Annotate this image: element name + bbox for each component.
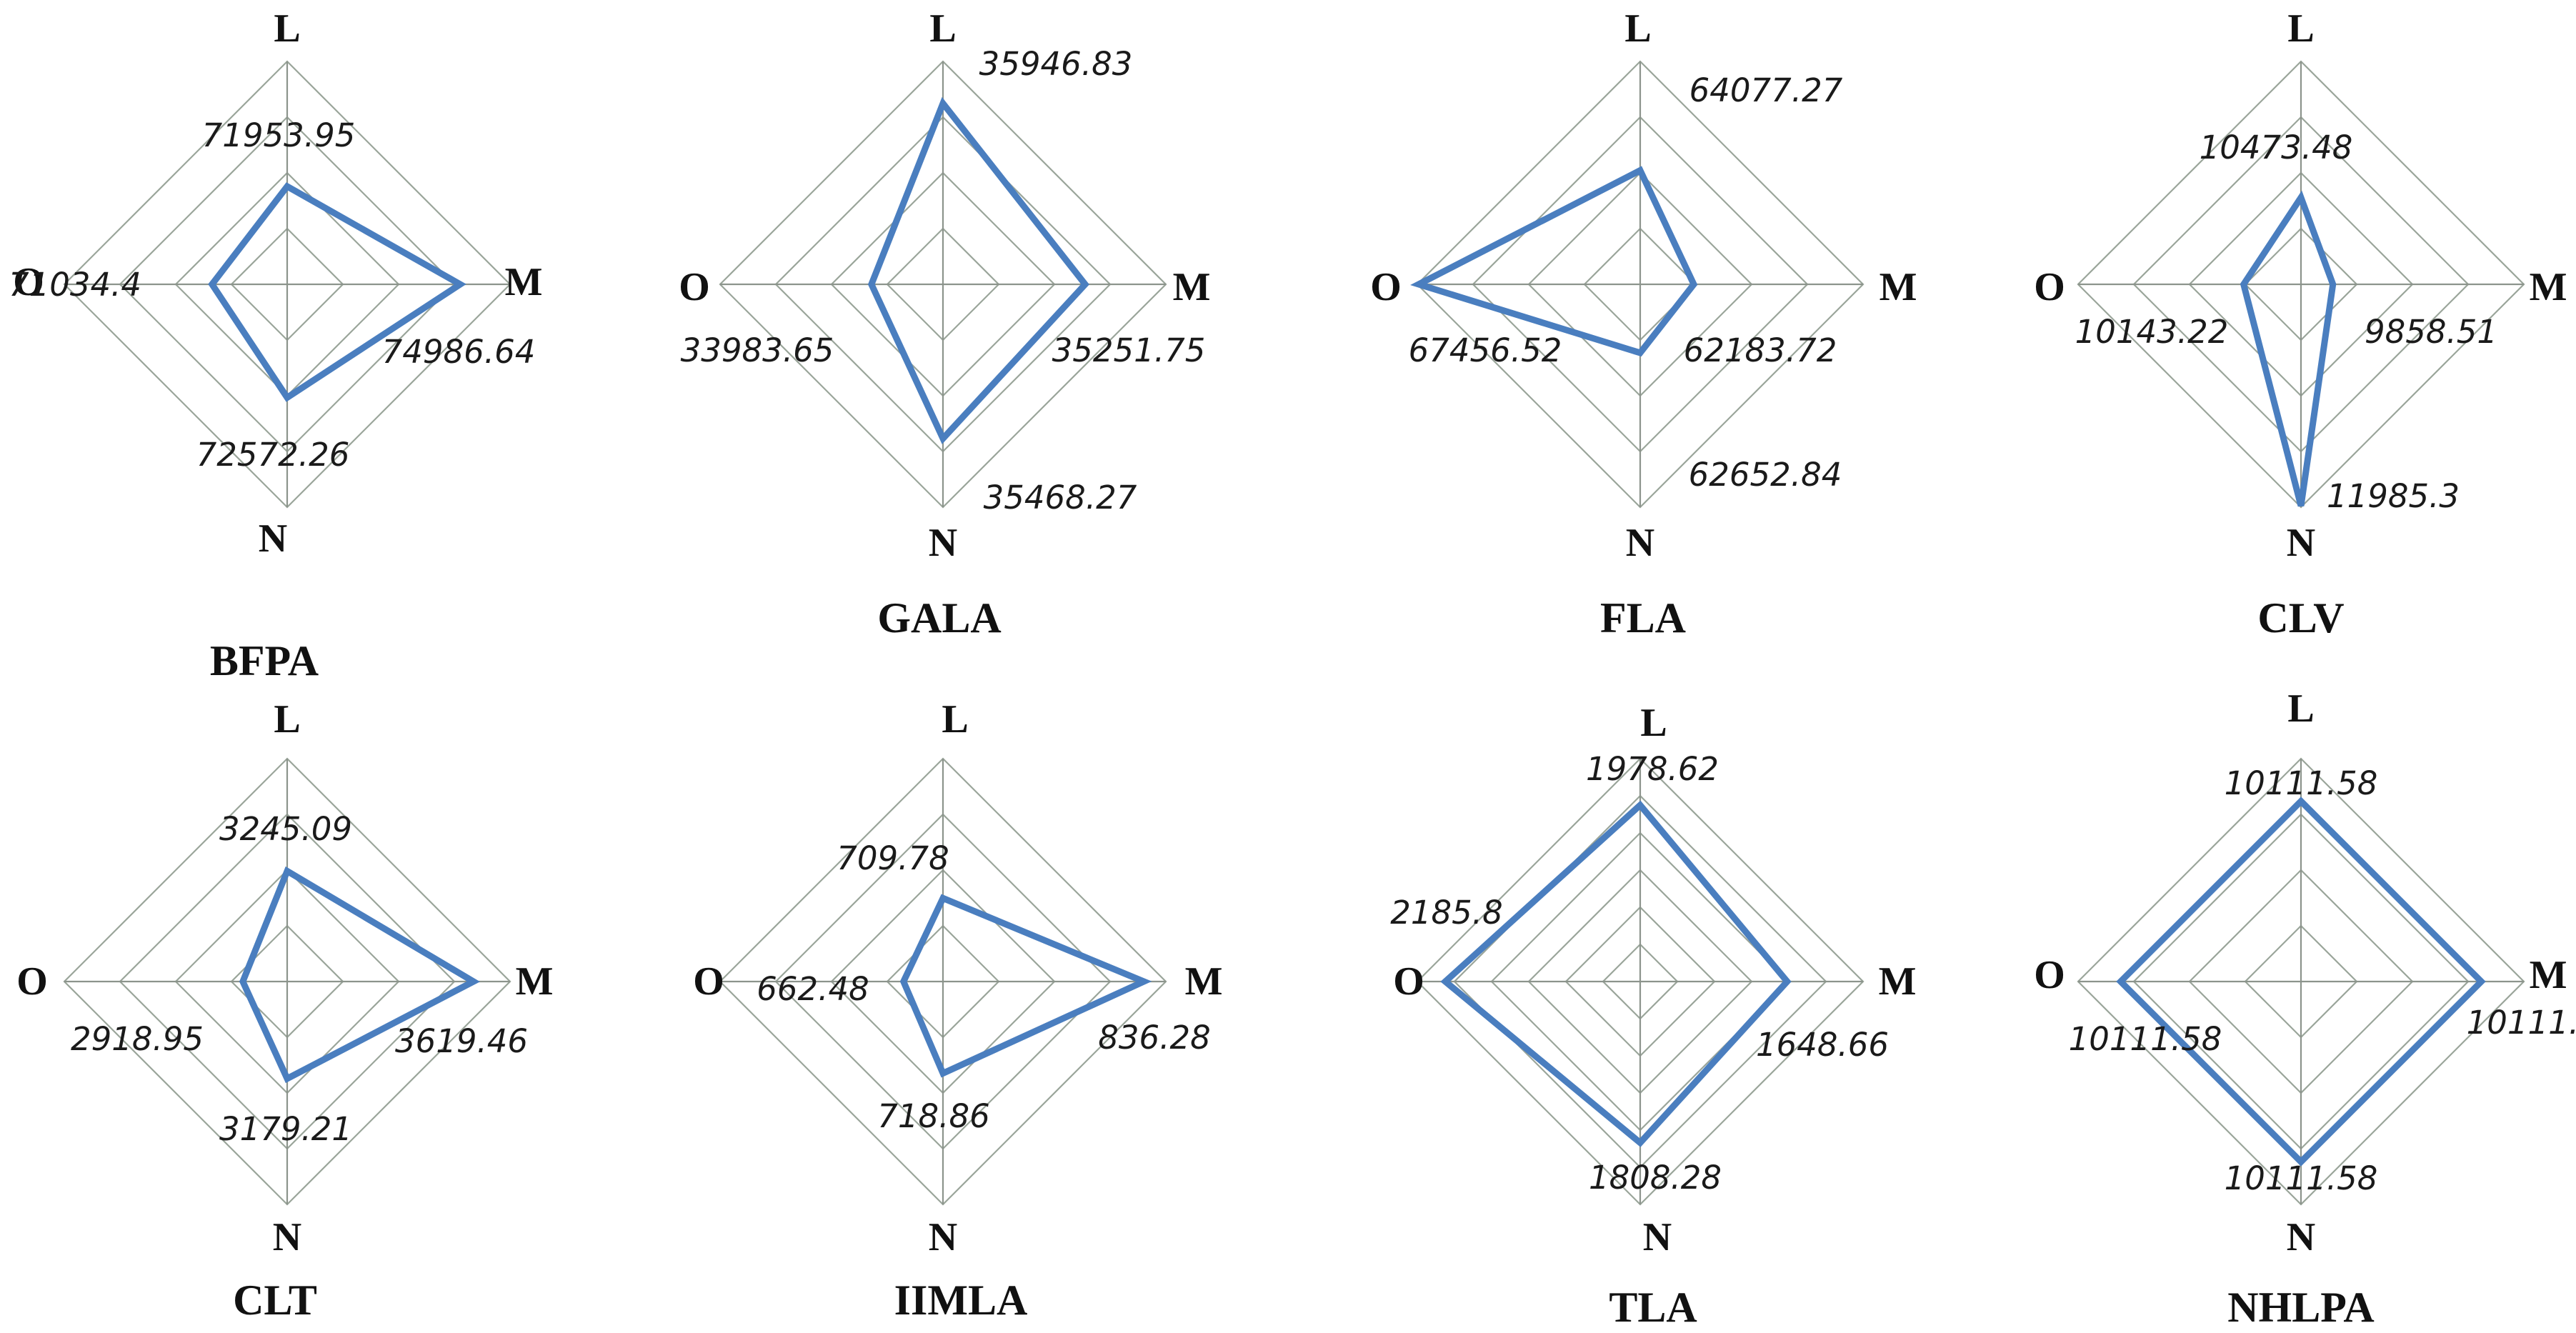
value-label-m: 10111.58	[2467, 1004, 2576, 1042]
value-label-n: 10111.58	[2225, 1159, 2378, 1197]
axis-label-n: N	[1643, 1215, 1672, 1259]
axis-label-o: O	[13, 260, 44, 304]
axis-label-l: L	[929, 6, 956, 51]
value-label-n: 62652.84	[1689, 456, 1842, 494]
value-label-o: 10111.58	[2069, 1020, 2222, 1058]
chart-title: BFPA	[210, 637, 319, 684]
axis-label-o: O	[1393, 959, 1424, 1004]
value-label-m: 74986.64	[382, 333, 536, 371]
axis-label-l: L	[942, 697, 968, 742]
value-label-o: 662.48	[757, 970, 869, 1008]
value-label-l: 1978.62	[1586, 750, 1719, 788]
value-label-o: 2918.95	[71, 1020, 204, 1058]
axis-label-n: N	[259, 516, 287, 561]
value-label-m: 35251.75	[1052, 331, 1206, 369]
value-label-n: 718.86	[877, 1097, 989, 1135]
axis-label-m: M	[505, 260, 543, 304]
axis-label-l: L	[2287, 687, 2314, 731]
axis-label-m: M	[2530, 953, 2567, 997]
chart-title: IIMLA	[894, 1277, 1028, 1324]
value-label-m: 1648.66	[1756, 1026, 1889, 1064]
axis-label-o: O	[679, 265, 710, 309]
value-label-n: 72572.26	[196, 436, 350, 474]
axis-label-o: O	[1370, 265, 1402, 309]
value-label-l: 71953.95	[202, 116, 356, 154]
axis-label-n: N	[1626, 521, 1654, 565]
series-polygon	[899, 894, 1152, 1078]
axis-label-m: M	[1173, 265, 1211, 309]
radar-chart-clv: L M N O 10473.48 9858.51 11985.3 10143.22 CLV	[2034, 6, 2567, 641]
radar-chart-nhlpa: LMNO10111.5810111.5810111.5810111.58NHLP…	[2034, 687, 2576, 1331]
chart-title: FLA	[1600, 594, 1686, 641]
series-polygon	[208, 182, 466, 402]
radar-chart-tla: L M N O 1978.62 1648.66 1808.28 2185.8 TLA	[1390, 701, 1916, 1331]
axis-label-m: M	[1185, 959, 1223, 1004]
value-label-o: 2185.8	[1390, 894, 1502, 932]
value-label-n: 1808.28	[1589, 1159, 1722, 1197]
chart-title: CLT	[233, 1277, 317, 1324]
value-label-m: 62183.72	[1684, 331, 1837, 369]
series-polygon	[2240, 190, 2337, 507]
axis-label-m: M	[1879, 265, 1917, 309]
axis-label-o: O	[2034, 265, 2065, 309]
value-label-n: 35468.27	[984, 479, 1137, 516]
value-label-l: 10111.58	[2225, 764, 2378, 802]
value-label-o: 71034.4	[9, 266, 141, 304]
axis-label-o: O	[16, 959, 48, 1004]
axis-label-l: L	[1624, 6, 1651, 51]
series-polygon	[1440, 800, 1792, 1147]
value-label-l: 709.78	[837, 839, 949, 877]
chart-title: CLV	[2257, 594, 2344, 641]
chart-title: TLA	[1609, 1284, 1697, 1331]
series-polygon	[2116, 797, 2486, 1167]
axis-label-n: N	[929, 521, 957, 565]
chart-title: GALA	[877, 594, 1001, 641]
value-label-n: 3179.21	[219, 1110, 352, 1148]
series-polygon	[1410, 166, 1698, 357]
value-label-o: 67456.52	[1409, 331, 1562, 369]
value-label-o: 10143.22	[2075, 313, 2229, 351]
value-label-m: 3619.46	[395, 1022, 528, 1060]
axis-label-m: M	[1879, 959, 1917, 1004]
value-label-l: 3245.09	[219, 810, 352, 848]
axis-label-n: N	[929, 1215, 957, 1259]
radar-chart-bfpa: L M N O 71953.95 74986.64 72572.26 71034.4 BFPA	[9, 6, 542, 684]
axis-label-n: N	[2287, 521, 2315, 565]
value-label-m: 9858.51	[2365, 313, 2497, 351]
axis-label-l: L	[1640, 701, 1667, 745]
value-label-l: 35946.83	[979, 45, 1133, 83]
axis-label-l: L	[274, 6, 300, 51]
axis-label-o: O	[693, 959, 724, 1004]
radar-chart-clt: L M N O 3245.09 3619.46 3179.21 2918.95 CLT	[16, 697, 553, 1324]
value-label-l: 10473.48	[2200, 129, 2353, 166]
radar-chart-gala: L M N O 35946.83 35251.75 35468.27 33983.65 GALA	[679, 6, 1210, 641]
value-label-m: 836.28	[1098, 1019, 1210, 1057]
series-polygon	[867, 96, 1089, 444]
series-polygon	[239, 866, 481, 1084]
value-label-n: 11985.3	[2327, 477, 2460, 515]
axis-label-n: N	[2287, 1215, 2315, 1259]
value-label-o: 33983.65	[681, 331, 834, 369]
radar-chart-iimla: L M N O 709.78 836.28 718.86 662.48 IIMLA	[693, 697, 1222, 1324]
axis-label-n: N	[273, 1215, 301, 1259]
chart-title: NHLPA	[2227, 1284, 2375, 1331]
axis-label-l: L	[2287, 6, 2314, 51]
axis-label-o: O	[2034, 953, 2065, 997]
axis-label-m: M	[2530, 265, 2567, 309]
value-label-l: 64077.27	[1689, 71, 1843, 109]
axis-label-l: L	[274, 697, 300, 742]
axis-label-m: M	[516, 959, 554, 1004]
radar-chart-fla: L M N O 64077.27 62183.72 62652.84 67456.52 FLA	[1370, 6, 1917, 641]
